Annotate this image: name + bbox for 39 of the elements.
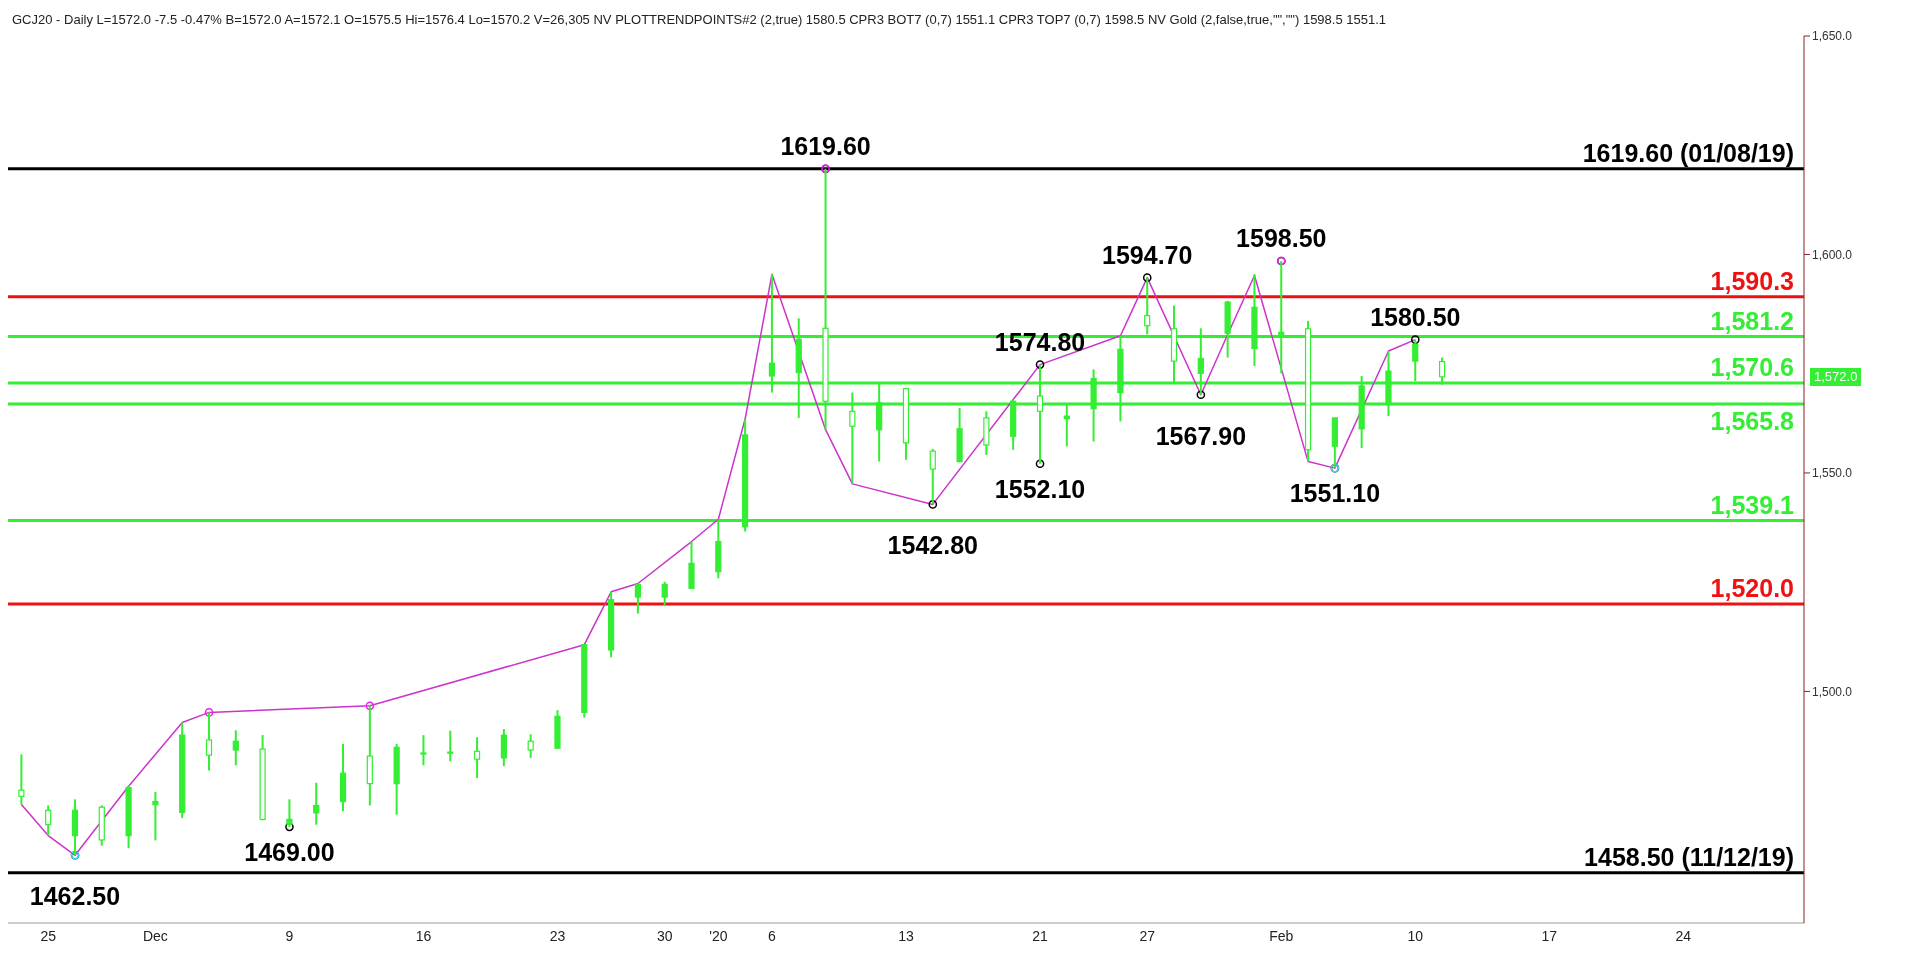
y-tick-label: 1,650.0 (1812, 29, 1853, 44)
data-label: 1580.50 (1370, 302, 1461, 331)
x-tick-label: 13 (898, 927, 914, 944)
x-tick-label: 6 (768, 927, 777, 944)
x-tick-label: 9 (285, 927, 294, 944)
ref-line-label: 1458.50 (11/12/19) (1584, 842, 1794, 871)
data-label: 1551.10 (1289, 479, 1381, 508)
x-tick-label: 23 (549, 927, 566, 944)
x-tick-label: '20 (709, 927, 728, 944)
text: GCJ20 - Daily L=1572.0 -7.5 -0.47% B=1572.0 A=1572.1 O=1575.5 Hi=1576.4 Lo=1570.2 V=26,305 NV PLOTTRENDPOINTS#2 (2,true) 1580.5 CPR3 BOT7 (0,7) 1551.1 CPR3 TOP7 (0,7) 1598.5 NV Gold (2,false,true,"","") 1598.5 1551.1 (12, 12, 1387, 27)
x-tick-label: 16 (415, 927, 432, 944)
data-label: 1619.60 (780, 131, 871, 160)
data-label: 1598.50 (1236, 224, 1327, 253)
data-label: 1552.10 (994, 474, 1086, 503)
x-tick-label: 24 (1675, 927, 1692, 944)
ref-line-label: 1,565.8 (1710, 406, 1795, 435)
data-label: 1542.80 (887, 531, 978, 560)
ref-line-label: 1,590.3 (1710, 266, 1794, 295)
text: 1,572.0 (1810, 367, 1862, 386)
ref-line-label: 1,581.2 (1710, 306, 1794, 335)
data-label: 1462.50 (29, 882, 121, 911)
ref-line-label: 1619.60 (01/08/19) (1582, 138, 1794, 167)
data-label: 1594.70 (1102, 240, 1193, 269)
y-tick-label: 1,500.0 (1812, 684, 1853, 699)
y-tick-label: 1,550.0 (1812, 466, 1853, 481)
data-label: 1469.00 (244, 837, 335, 866)
x-tick-label: Dec (142, 927, 168, 944)
ref-line-label: 1,539.1 (1710, 490, 1795, 519)
data-label: 1567.90 (1155, 421, 1247, 450)
ref-line-label: 1,570.6 (1710, 352, 1794, 381)
x-tick-label: 30 (656, 927, 673, 944)
x-tick-label: 17 (1541, 927, 1558, 944)
x-tick-label: Feb (1269, 927, 1294, 944)
x-tick-label: 21 (1032, 927, 1049, 944)
x-tick-label: 25 (40, 927, 57, 944)
ref-line-label: 1,520.0 (1710, 574, 1794, 603)
x-tick-label: 27 (1139, 927, 1156, 944)
x-tick-label: 10 (1407, 927, 1424, 944)
y-tick-label: 1,600.0 (1812, 247, 1853, 262)
